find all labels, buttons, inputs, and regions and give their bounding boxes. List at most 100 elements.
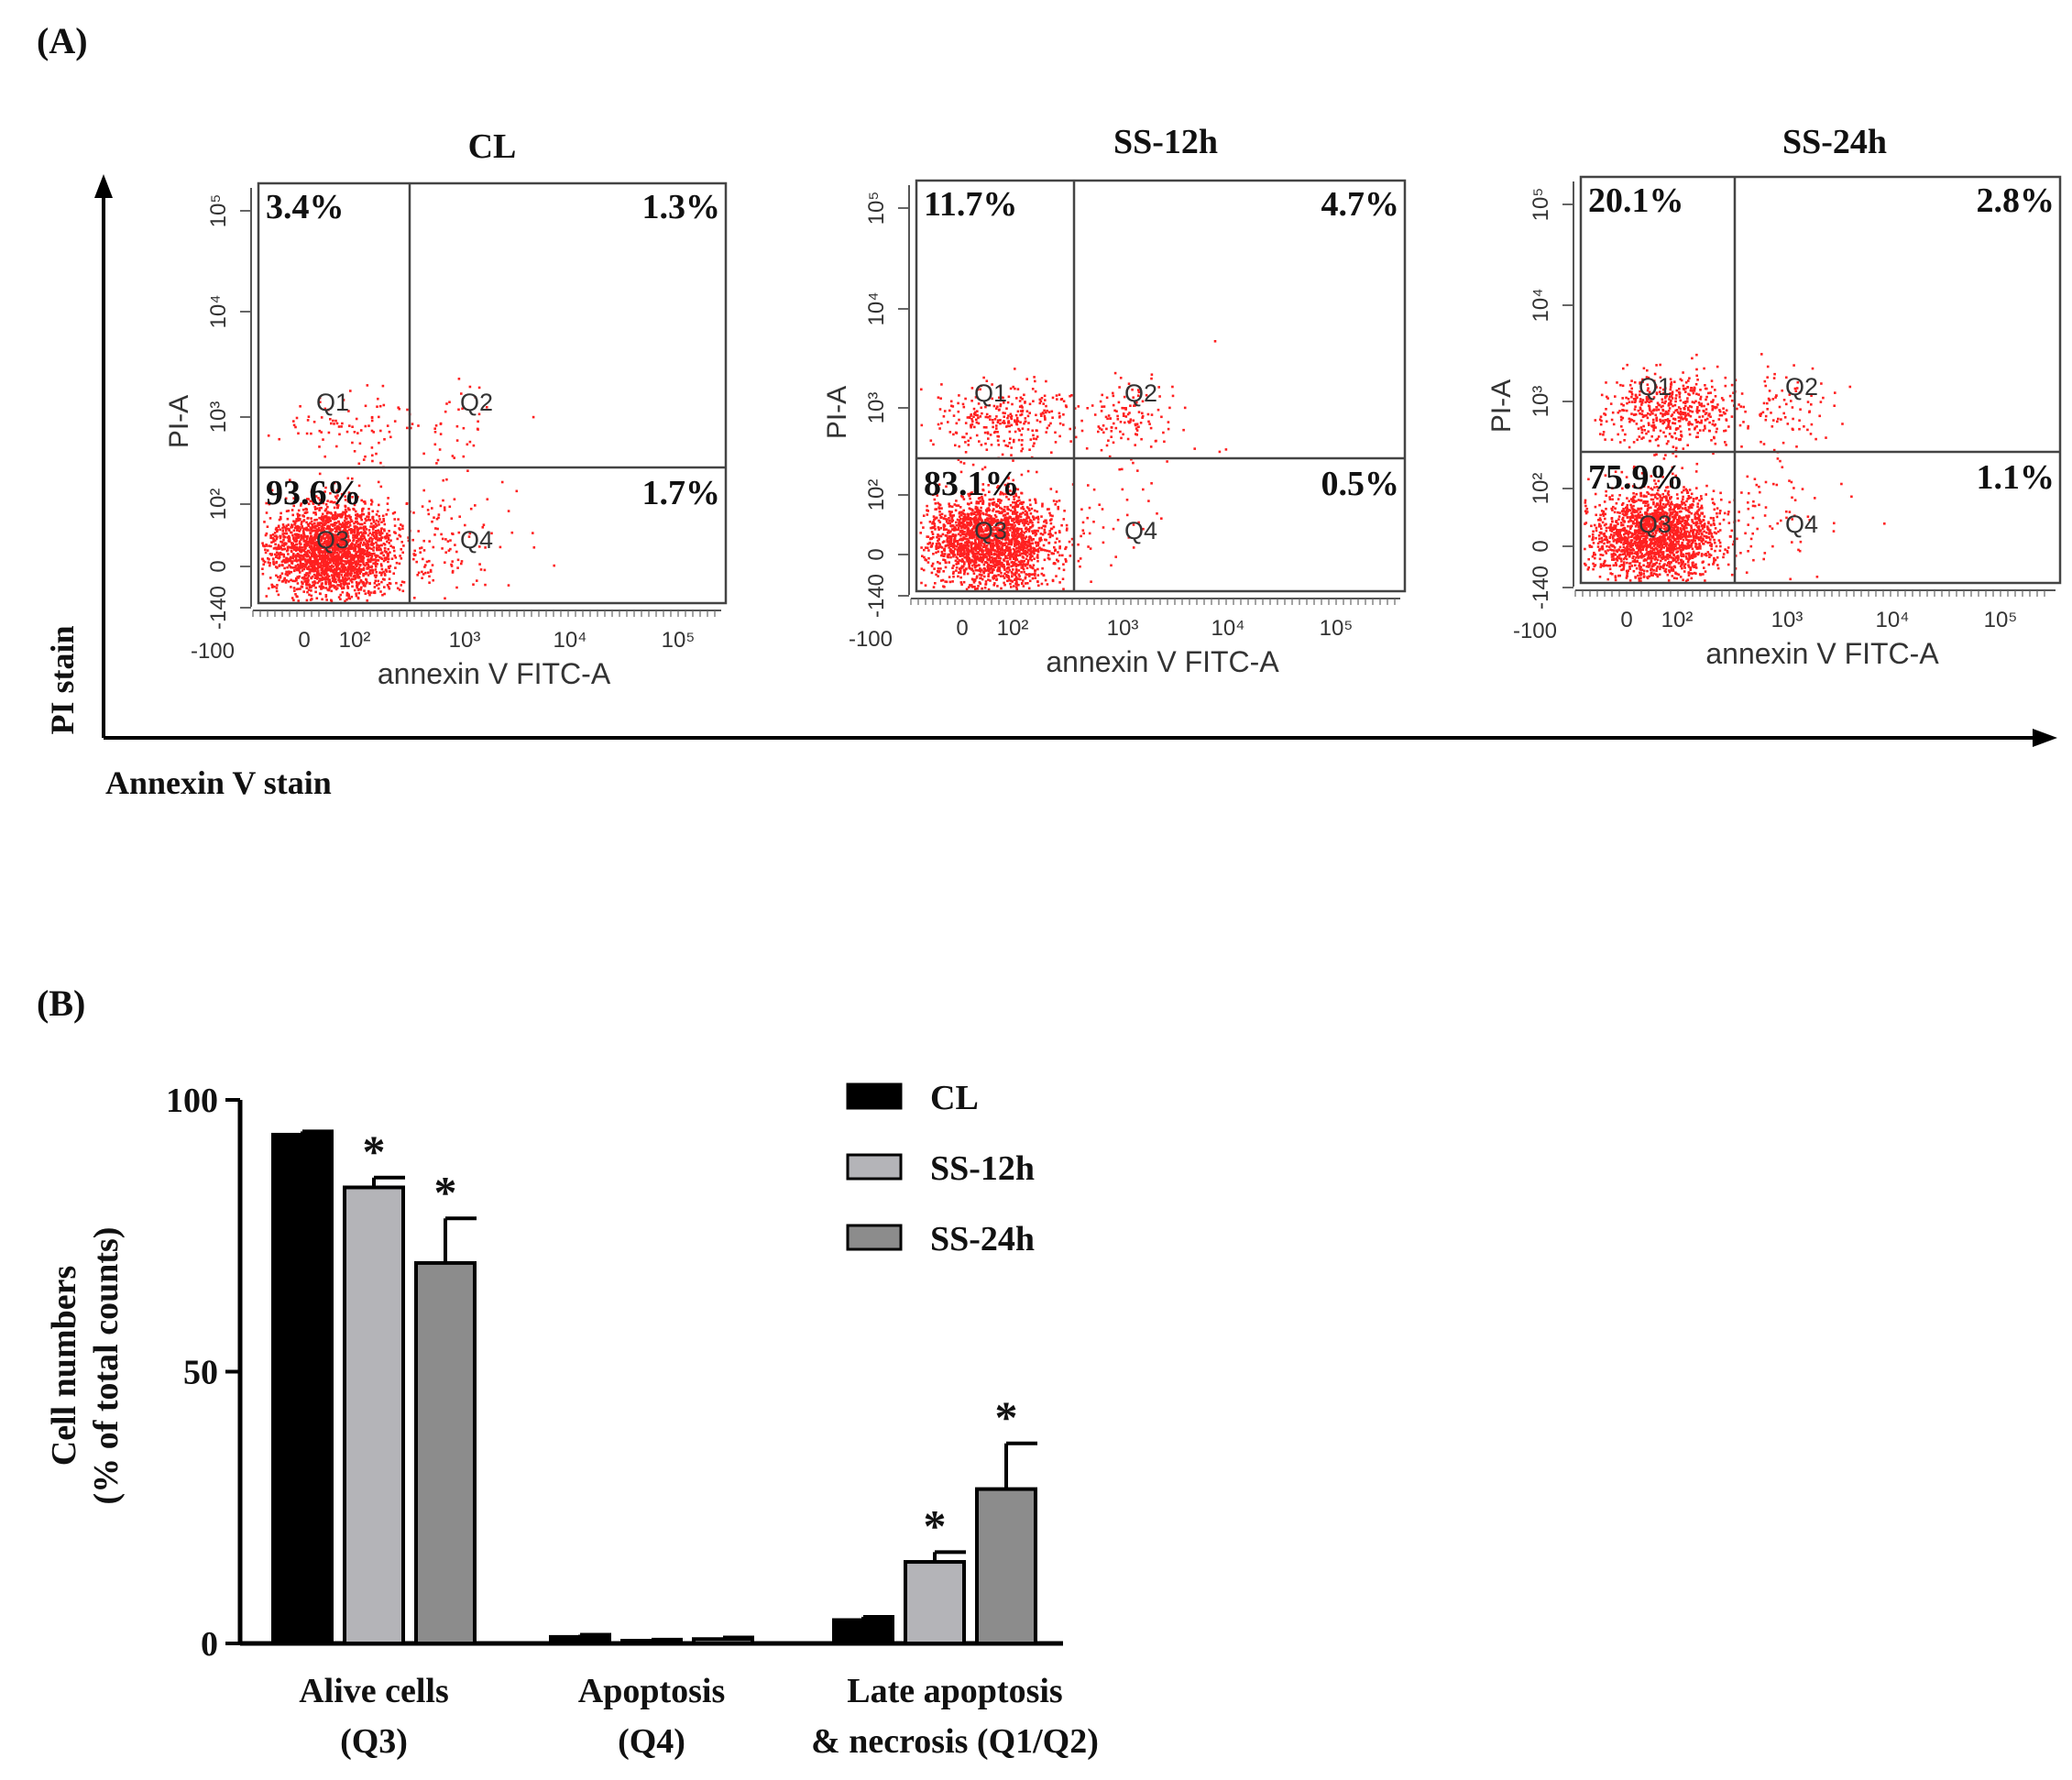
flow-event — [1054, 441, 1058, 444]
flow-event — [375, 519, 378, 522]
flow-event — [1001, 553, 1003, 555]
flow-event — [1025, 520, 1029, 522]
flow-event — [1006, 548, 1010, 552]
flow-event — [1029, 542, 1032, 545]
flow-event — [1035, 501, 1037, 504]
flow-event — [381, 384, 385, 388]
flow-event — [977, 551, 980, 555]
flow-event — [1000, 520, 1003, 523]
flow-event — [998, 566, 1002, 569]
flow-event — [266, 525, 269, 528]
flow-event — [288, 572, 291, 575]
flow-event — [282, 558, 286, 562]
flow-event — [287, 570, 291, 573]
flow-event — [417, 530, 420, 533]
flow-event — [304, 577, 308, 580]
flow-event — [949, 555, 952, 559]
flow-event — [999, 490, 1003, 494]
flow-event — [359, 541, 362, 544]
flow-event — [351, 441, 354, 445]
flow-event — [356, 586, 358, 589]
flow-event — [994, 553, 997, 555]
flow-event — [1036, 550, 1040, 554]
flow-event — [1025, 553, 1027, 556]
flow-event — [378, 441, 380, 445]
flow-event — [321, 568, 324, 571]
flow-event — [946, 518, 948, 522]
flow-event — [1036, 544, 1038, 547]
flow-event — [359, 429, 363, 432]
flow-event — [315, 597, 319, 599]
flow-event — [1017, 560, 1021, 564]
flow-event — [992, 545, 994, 549]
flow-event — [309, 569, 312, 573]
flow-event — [333, 481, 336, 485]
flow-event — [342, 542, 345, 544]
flow-event — [992, 518, 995, 521]
flow-event — [981, 489, 985, 492]
flow-event — [428, 559, 431, 563]
flow-event — [994, 504, 998, 507]
flow-event — [1018, 502, 1022, 505]
flow-event — [267, 434, 270, 437]
flow-event — [379, 536, 383, 539]
flow-event — [298, 530, 301, 533]
flow-event — [367, 560, 370, 564]
flow-event — [1025, 557, 1028, 561]
flow-event — [340, 547, 343, 550]
flow-event — [954, 431, 958, 434]
flow-event — [1023, 523, 1025, 527]
flow-event — [343, 554, 346, 556]
flow-event — [312, 526, 314, 529]
flow-event — [338, 584, 342, 587]
flow-event — [1048, 550, 1051, 553]
flow-event — [1026, 549, 1030, 552]
flow-event — [1035, 437, 1038, 441]
flow-event — [341, 554, 344, 557]
flow-event — [995, 523, 999, 527]
flow-event — [391, 511, 395, 515]
flow-event — [346, 507, 350, 510]
flow-event — [999, 419, 1002, 422]
flow-event — [278, 578, 280, 582]
flow-event — [972, 524, 976, 528]
flow-event — [305, 432, 309, 435]
flow-event — [289, 557, 292, 560]
flow-x-tick-label: 10⁵ — [662, 628, 696, 653]
flow-event — [1026, 573, 1029, 577]
flow-event — [316, 574, 320, 577]
flow-event — [1020, 444, 1024, 446]
flow-event — [291, 542, 293, 545]
flow-event — [335, 497, 338, 500]
flow-event — [989, 498, 992, 501]
flow-event — [1051, 534, 1054, 537]
flow-event — [296, 563, 300, 566]
flow-event — [323, 569, 326, 573]
flow-event — [1055, 575, 1058, 577]
flow-event — [952, 570, 955, 574]
flow-event — [319, 578, 323, 582]
flow-event — [422, 489, 425, 492]
flow-event — [387, 586, 390, 588]
flow-event — [334, 526, 338, 530]
flow-event — [973, 556, 976, 559]
flow-event — [293, 579, 297, 583]
flow-event — [355, 560, 358, 563]
flow-event — [1007, 517, 1010, 520]
flow-event — [343, 552, 345, 555]
flow-event — [1028, 521, 1031, 524]
flow-event — [301, 508, 305, 511]
flow-event — [1002, 564, 1004, 567]
flow-event — [1014, 554, 1017, 557]
flow-event — [333, 516, 336, 519]
flow-event — [1069, 555, 1072, 557]
flow-event — [957, 504, 960, 507]
flow-event — [960, 557, 964, 561]
flow-event — [1009, 553, 1013, 556]
flow-event — [938, 513, 942, 517]
flow-event — [1000, 518, 1003, 522]
flow-event — [1031, 573, 1035, 576]
flow-event — [976, 388, 979, 391]
flow-event — [345, 521, 347, 524]
